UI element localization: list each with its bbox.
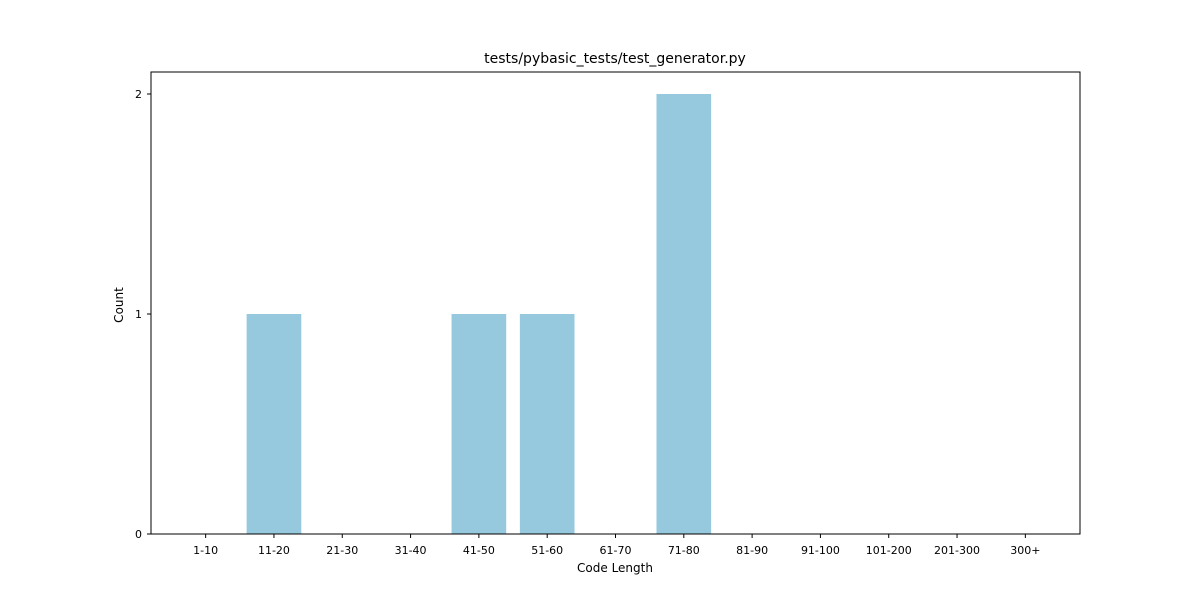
chart-title: tests/pybasic_tests/test_generator.py	[484, 51, 746, 67]
y-tick-label: 0	[135, 528, 142, 541]
x-tick-label: 41-50	[463, 544, 495, 557]
y-tick-label: 2	[135, 88, 142, 101]
x-tick-label: 1-10	[193, 544, 218, 557]
x-tick-label: 11-20	[258, 544, 290, 557]
bar-11-20	[246, 314, 302, 534]
x-tick-label: 31-40	[395, 544, 427, 557]
bar-51-60	[519, 314, 575, 534]
y-axis-label: Count	[112, 287, 126, 323]
x-tick-label: 201-300	[934, 544, 980, 557]
x-axis-label: Code Length	[577, 561, 653, 575]
x-tick-label: 61-70	[600, 544, 632, 557]
bar-71-80	[656, 94, 712, 534]
bars-layer	[246, 94, 712, 534]
y-tick-label: 1	[135, 308, 142, 321]
x-tick-label: 300+	[1010, 544, 1040, 557]
x-tick-label: 51-60	[531, 544, 563, 557]
y-axis: 0 1 2	[135, 88, 151, 541]
x-tick-label: 81-90	[736, 544, 768, 557]
x-tick-label: 91-100	[801, 544, 840, 557]
bar-41-50	[451, 314, 507, 534]
x-tick-label: 71-80	[668, 544, 700, 557]
x-axis: 1-10 11-20 21-30 31-40 41-50 51-60 61-70 71-80 8…	[193, 534, 1040, 557]
x-tick-label: 21-30	[326, 544, 358, 557]
x-tick-label: 101-200	[866, 544, 912, 557]
